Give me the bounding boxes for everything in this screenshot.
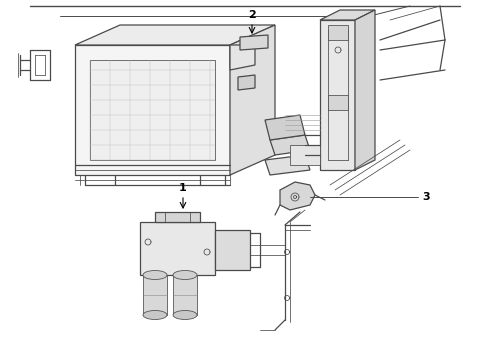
Polygon shape bbox=[215, 230, 250, 270]
Polygon shape bbox=[75, 25, 275, 45]
Text: 1: 1 bbox=[179, 183, 187, 193]
Polygon shape bbox=[280, 182, 315, 210]
Ellipse shape bbox=[143, 270, 167, 279]
Polygon shape bbox=[328, 95, 348, 110]
Polygon shape bbox=[320, 10, 375, 20]
Polygon shape bbox=[173, 275, 197, 315]
Text: 3: 3 bbox=[422, 192, 430, 202]
Ellipse shape bbox=[143, 310, 167, 320]
Polygon shape bbox=[230, 25, 275, 175]
Polygon shape bbox=[155, 212, 200, 222]
Polygon shape bbox=[140, 222, 215, 275]
Polygon shape bbox=[240, 35, 268, 50]
Ellipse shape bbox=[173, 270, 197, 279]
Polygon shape bbox=[270, 135, 310, 155]
Polygon shape bbox=[328, 25, 348, 40]
Polygon shape bbox=[238, 75, 255, 90]
Polygon shape bbox=[320, 20, 355, 170]
Ellipse shape bbox=[173, 310, 197, 320]
Polygon shape bbox=[265, 115, 305, 140]
Polygon shape bbox=[143, 275, 167, 315]
Polygon shape bbox=[90, 60, 215, 160]
Polygon shape bbox=[290, 145, 320, 165]
Polygon shape bbox=[355, 10, 375, 170]
Text: 2: 2 bbox=[248, 10, 256, 20]
Polygon shape bbox=[230, 45, 255, 70]
Polygon shape bbox=[75, 45, 230, 175]
Polygon shape bbox=[265, 155, 310, 175]
